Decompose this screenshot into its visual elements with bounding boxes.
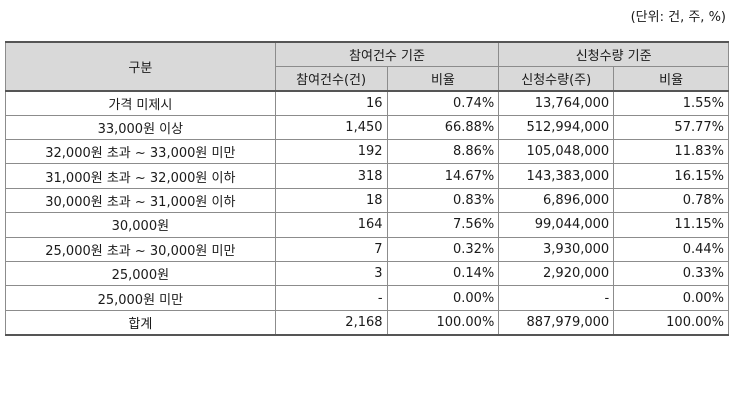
row-label: 32,000원 초과 ~ 33,000원 미만 <box>5 139 276 165</box>
row-ratio-qty: 57.77% <box>613 114 729 141</box>
row-qty: 512,994,000 <box>498 114 615 141</box>
row-qty: 13,764,000 <box>498 90 615 116</box>
row-qty: 3,930,000 <box>498 236 615 263</box>
row-label: 31,000원 초과 ~ 32,000원 이하 <box>5 163 276 189</box>
row-ratio-count: 14.67% <box>386 163 500 189</box>
row-ratio-qty: 0.00% <box>613 285 729 311</box>
total-ratio-count: 100.00% <box>386 309 500 336</box>
row-ratio-count: 0.14% <box>386 261 500 287</box>
table-row: 31,000원 초과 ~ 32,000원 이하 318 14.67% 143,3… <box>5 163 729 189</box>
row-count: 192 <box>274 139 388 165</box>
total-row: 합계 2,168 100.00% 887,979,000 100.00% <box>5 309 729 336</box>
row-ratio-count: 0.83% <box>386 187 500 214</box>
row-ratio-qty: 1.55% <box>613 90 729 116</box>
row-qty: - <box>498 285 615 311</box>
table-row: 30,000원 초과 ~ 31,000원 이하 18 0.83% 6,896,0… <box>5 187 729 214</box>
header-ratio-count: 비율 <box>386 65 500 92</box>
row-count: 1,450 <box>274 114 388 141</box>
row-count: 318 <box>274 163 388 189</box>
row-label: 30,000원 <box>5 212 276 238</box>
total-ratio-qty: 100.00% <box>613 309 729 336</box>
row-qty: 143,383,000 <box>498 163 615 189</box>
total-count: 2,168 <box>274 309 388 336</box>
row-count: 164 <box>274 212 388 238</box>
row-count: 18 <box>274 187 388 214</box>
row-label: 30,000원 초과 ~ 31,000원 이하 <box>5 187 276 214</box>
total-label: 합계 <box>5 309 276 336</box>
table-row: 25,000원 3 0.14% 2,920,000 0.33% <box>5 261 729 287</box>
demand-forecast-table: 구분 참여건수 기준 신청수량 기준 참여건수(건) 비율 신청수량(주) 비율… <box>5 41 729 336</box>
header-group-qty: 신청수량 기준 <box>498 41 729 67</box>
header-qty: 신청수량(주) <box>498 65 615 92</box>
header-ratio-qty: 비율 <box>613 65 729 92</box>
row-qty: 6,896,000 <box>498 187 615 214</box>
row-label: 가격 미제시 <box>5 90 276 116</box>
row-count: 7 <box>274 236 388 263</box>
row-ratio-count: 8.86% <box>386 139 500 165</box>
header-category: 구분 <box>5 41 276 92</box>
row-ratio-count: 0.32% <box>386 236 500 263</box>
row-ratio-count: 7.56% <box>386 212 500 238</box>
unit-note: (단위: 건, 주, %) <box>630 10 726 25</box>
row-ratio-qty: 0.33% <box>613 261 729 287</box>
table-row: 33,000원 이상 1,450 66.88% 512,994,000 57.7… <box>5 114 729 141</box>
row-ratio-qty: 0.44% <box>613 236 729 263</box>
row-ratio-qty: 11.83% <box>613 139 729 165</box>
table-row: 32,000원 초과 ~ 33,000원 미만 192 8.86% 105,04… <box>5 139 729 165</box>
row-label: 33,000원 이상 <box>5 114 276 141</box>
row-count: - <box>274 285 388 311</box>
table-row: 25,000원 미만 - 0.00% - 0.00% <box>5 285 729 311</box>
table-row: 30,000원 164 7.56% 99,044,000 11.15% <box>5 212 729 238</box>
row-label: 25,000원 <box>5 261 276 287</box>
row-ratio-count: 0.00% <box>386 285 500 311</box>
row-ratio-qty: 11.15% <box>613 212 729 238</box>
table-row: 가격 미제시 16 0.74% 13,764,000 1.55% <box>5 90 729 116</box>
row-qty: 2,920,000 <box>498 261 615 287</box>
total-qty: 887,979,000 <box>498 309 615 336</box>
row-qty: 99,044,000 <box>498 212 615 238</box>
row-ratio-qty: 0.78% <box>613 187 729 214</box>
header-group-count: 참여건수 기준 <box>274 41 500 67</box>
row-label: 25,000원 미만 <box>5 285 276 311</box>
row-label: 25,000원 초과 ~ 30,000원 미만 <box>5 236 276 263</box>
row-ratio-count: 0.74% <box>386 90 500 116</box>
row-ratio-qty: 16.15% <box>613 163 729 189</box>
row-count: 3 <box>274 261 388 287</box>
row-qty: 105,048,000 <box>498 139 615 165</box>
row-ratio-count: 66.88% <box>386 114 500 141</box>
header-count: 참여건수(건) <box>274 65 388 92</box>
row-count: 16 <box>274 90 388 116</box>
table-row: 25,000원 초과 ~ 30,000원 미만 7 0.32% 3,930,00… <box>5 236 729 263</box>
